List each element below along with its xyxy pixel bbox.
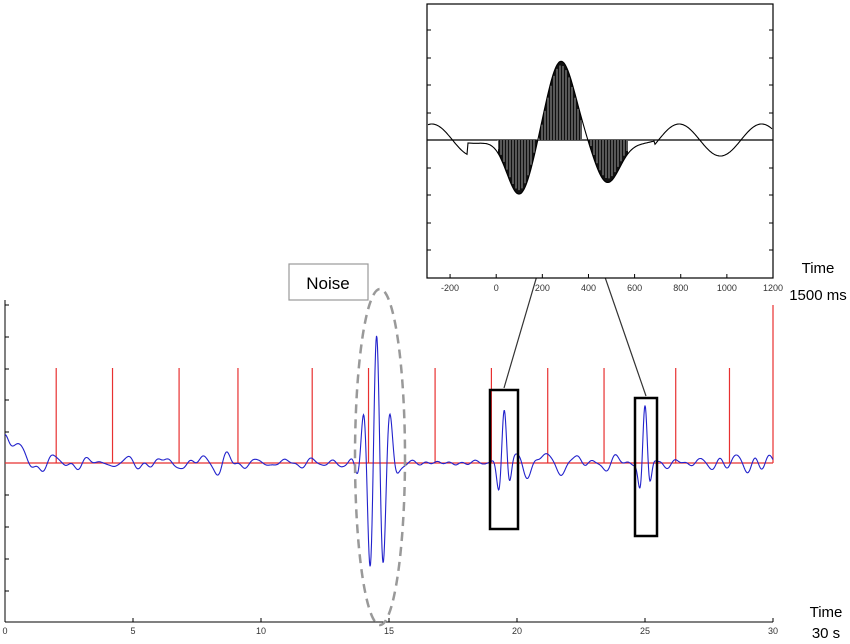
noise-label-box <box>288 263 369 301</box>
main-x-tick-label: 0 <box>2 626 7 636</box>
main-x-tick-label: 15 <box>384 626 394 636</box>
erp-box-1 <box>488 388 520 531</box>
main-x-tick-label: 10 <box>256 626 266 636</box>
main-x-tick-label: 30 <box>768 626 778 636</box>
inset-x-tick-label: 800 <box>673 283 688 293</box>
main-x-tick-label: 25 <box>640 626 650 636</box>
inset-x-ticks: -200 0 200 400 600 800 1000 1200 <box>441 274 783 293</box>
inset-x-tick-label: 600 <box>627 283 642 293</box>
main-x-tick-label: 20 <box>512 626 522 636</box>
main-time-label: Time <box>810 604 843 621</box>
inset-x-tick-label: 200 <box>535 283 550 293</box>
inset-panel: -200 0 200 400 600 800 1000 1200 Time 1500 ms <box>426 3 847 304</box>
inset-x-tick-label: -200 <box>441 283 459 293</box>
inset-x-tick-label: 1000 <box>717 283 737 293</box>
inset-x-tick-label: 1200 <box>763 283 783 293</box>
erp-box-2 <box>633 396 659 538</box>
erp-waveform-line <box>427 60 773 195</box>
noise-label: Noise <box>306 274 349 293</box>
noise-ellipse <box>353 287 407 627</box>
inset-duration-label: 1500 ms <box>789 287 847 304</box>
main-x-tick-label: 5 <box>130 626 135 636</box>
inset-x-tick-label: 400 <box>581 283 596 293</box>
eeg-signal-line <box>4 335 774 567</box>
main-duration-label: 30 s <box>812 625 840 642</box>
main-y-ticks <box>5 304 9 623</box>
inset-time-label: Time <box>802 260 835 277</box>
main-panel: 0 5 10 15 20 25 30 Noise Time 30 s <box>2 169 843 642</box>
event-markers <box>55 305 774 463</box>
main-x-ticks: 0 5 10 15 20 25 30 <box>2 618 778 636</box>
inset-x-tick-label: 0 <box>494 283 499 293</box>
